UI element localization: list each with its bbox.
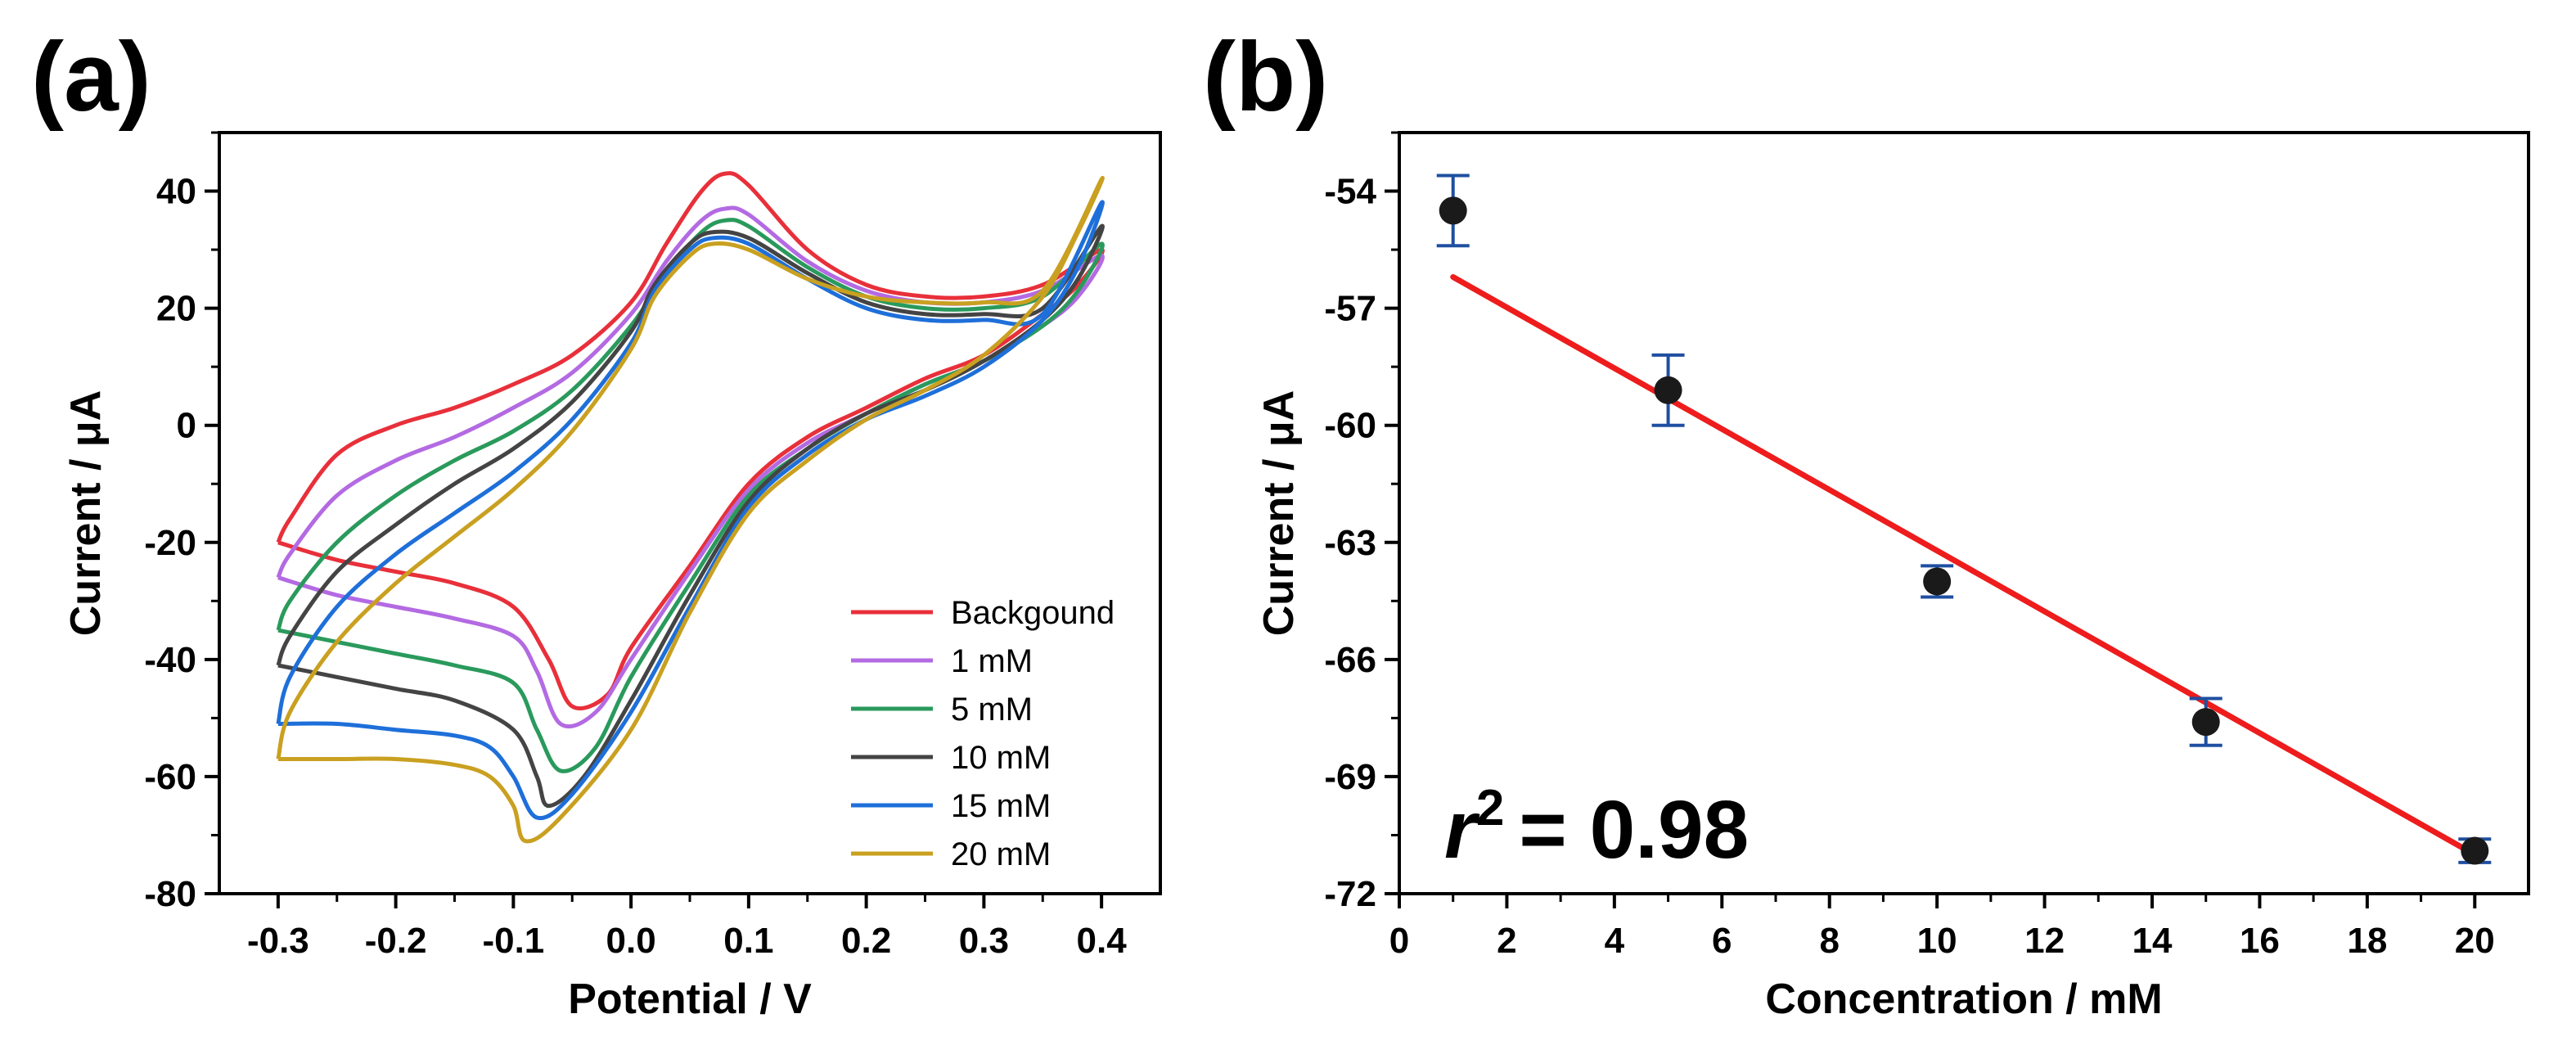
a-xtick-label: 0.0 [606, 921, 656, 961]
data-point [1439, 196, 1467, 225]
a-ytick-label: 40 [156, 172, 196, 212]
b-xtick-label: 18 [2347, 921, 2387, 961]
cv-curve-5-mm [276, 218, 1105, 773]
data-point-group [2189, 696, 2222, 747]
b-xtick-label: 20 [2455, 921, 2495, 961]
panel-b-y-axis-title: Current / μA [1255, 390, 1303, 637]
cv-curve-1-mm [276, 205, 1105, 729]
fit-line [1450, 273, 2478, 858]
a-ytick-label: 20 [156, 289, 196, 329]
panel-b-r-squared-annotation: r2 = 0.98 [1444, 780, 1749, 876]
panel-a-curves [276, 171, 1105, 844]
data-point-group [1651, 353, 1685, 427]
panel-b-calibration: (b) 0 2 4 6 8 10 12 14 16 18 20 -72 -69 -66 -63 -60 -57… [1203, 22, 2530, 1023]
cv-curve-20-mm [276, 175, 1105, 844]
b-xtick-label: 2 [1497, 921, 1516, 961]
panel-a-cyclic-voltammetry: (a) -0.3 -0.2 -0.1 0.0 0.1 0.2 0.3 0.4 -80 -60 -4… [31, 22, 1162, 1023]
a-ytick-label: 0 [177, 406, 196, 446]
cv-curve-10-mm [276, 223, 1105, 809]
r-superscript: 2 [1476, 780, 1504, 836]
panel-a-y-axis-title: Current / μA [62, 390, 110, 637]
b-xtick-label: 0 [1389, 921, 1409, 961]
a-ytick-label: -60 [144, 757, 196, 797]
panel-a-x-ticks: -0.3 -0.2 -0.1 0.0 0.1 0.2 0.3 0.4 [247, 894, 1127, 961]
b-xtick-label: 4 [1605, 921, 1625, 961]
panel-b-plot-frame [1398, 131, 2530, 895]
r-squared-value: = 0.98 [1519, 784, 1749, 876]
b-xtick-label: 8 [1819, 921, 1839, 961]
a-ytick-label: -20 [144, 523, 196, 563]
panel-b-fit-line-group [1450, 273, 2478, 858]
b-xtick-label: 10 [1917, 921, 1957, 961]
a-xtick-label: -0.3 [247, 921, 309, 961]
panel-b-x-axis-title: Concentration / mM [1765, 976, 2162, 1023]
legend-label-6: 20 mM [951, 836, 1051, 872]
a-xtick-label: 0.2 [841, 921, 891, 961]
b-xtick-label: 6 [1712, 921, 1732, 961]
legend-label-3: 5 mM [951, 692, 1033, 728]
b-xtick-label: 14 [2132, 921, 2173, 961]
legend-label-5: 15 mM [951, 788, 1051, 824]
b-ytick-label: -63 [1324, 523, 1376, 563]
a-xtick-label: 0.4 [1077, 921, 1128, 961]
data-point-group [1921, 564, 1954, 599]
b-ytick-label: -72 [1324, 874, 1376, 914]
panel-b-points [1436, 174, 2492, 865]
b-ytick-label: -54 [1324, 172, 1376, 212]
b-ytick-label: -57 [1324, 289, 1376, 329]
legend-label-2: 1 mM [951, 643, 1033, 679]
a-ytick-label: -40 [144, 640, 196, 680]
legend-label-4: 10 mM [951, 740, 1051, 776]
panel-b-y-ticks: -72 -69 -66 -63 -60 -57 -54 [1324, 131, 1399, 914]
data-point [1923, 567, 1952, 596]
data-point-group [2458, 836, 2492, 865]
a-xtick-label: -0.1 [482, 921, 544, 961]
panel-a-label: (a) [31, 22, 151, 132]
data-point [2191, 708, 2220, 737]
b-xtick-label: 12 [2024, 921, 2065, 961]
a-xtick-label: -0.2 [365, 921, 427, 961]
panel-a-x-axis-title: Potential / V [568, 976, 812, 1023]
legend-label-1: Backgound [951, 595, 1115, 631]
panel-b-x-ticks: 0 2 4 6 8 10 12 14 16 18 20 [1389, 894, 2495, 961]
a-xtick-label: 0.1 [723, 921, 773, 961]
r-symbol: r [1444, 784, 1480, 876]
b-ytick-label: -66 [1324, 640, 1376, 680]
data-point-group [1436, 174, 1470, 248]
b-xtick-label: 16 [2240, 921, 2280, 961]
panel-a-y-ticks: -80 -60 -40 -20 0 20 40 [144, 131, 219, 914]
data-point [1654, 376, 1682, 404]
b-ytick-label: -60 [1324, 406, 1376, 446]
b-ytick-label: -69 [1324, 757, 1376, 797]
panel-a-legend: Backgound 1 mM 5 mM 10 mM 15 mM 20 mM [851, 595, 1115, 872]
cv-curve-15-mm [276, 200, 1105, 821]
data-point [2461, 836, 2489, 865]
a-ytick-label: -80 [144, 874, 196, 914]
a-xtick-label: 0.3 [959, 921, 1009, 961]
panel-b-label: (b) [1203, 22, 1328, 132]
